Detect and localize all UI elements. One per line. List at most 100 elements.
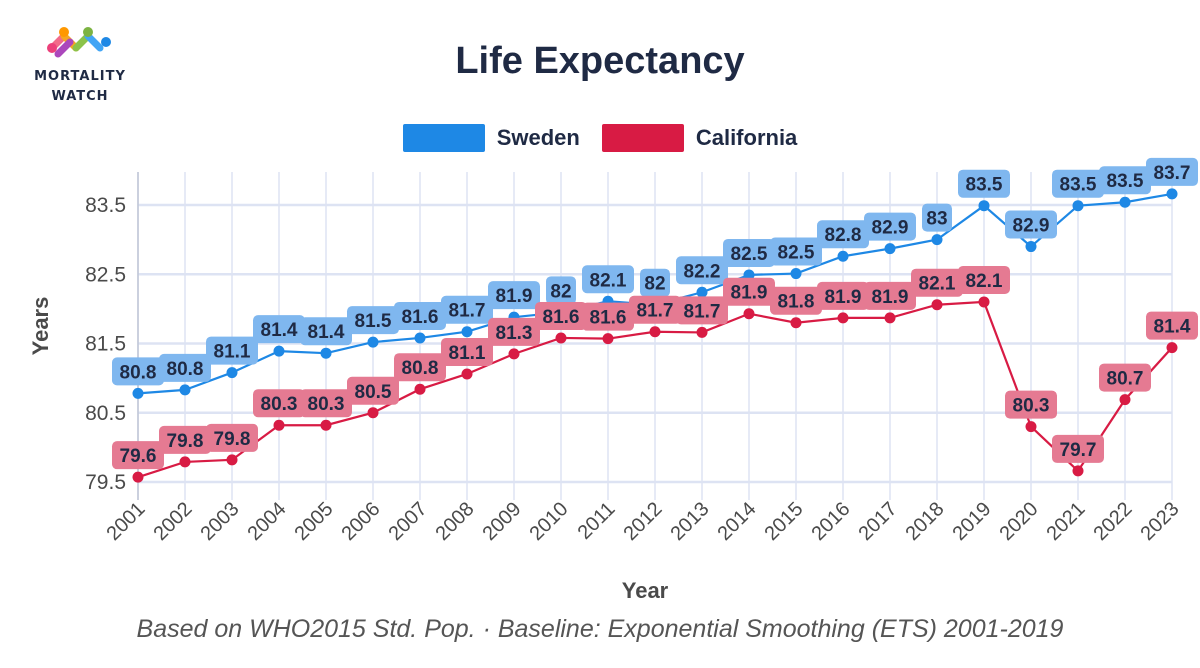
data-label-box-california	[817, 281, 869, 310]
data-label-box-sweden	[676, 256, 728, 285]
legend-label-sweden: Sweden	[496, 125, 580, 150]
legend-item-sweden[interactable]: Sweden	[402, 124, 580, 152]
data-point-sweden	[461, 326, 473, 338]
data-label-box-california	[1052, 434, 1104, 463]
data-point-california	[273, 419, 285, 431]
x-axis-title: Year	[622, 578, 669, 603]
x-tick-label: 2018	[902, 498, 949, 545]
x-tick-label: 2010	[526, 498, 573, 545]
data-point-california	[837, 312, 849, 324]
data-point-california	[461, 368, 473, 380]
data-label-california: 81.9	[872, 287, 909, 308]
data-point-california	[1025, 421, 1037, 433]
y-tick-label: 82.5	[85, 263, 126, 286]
data-label-california: 80.7	[1107, 369, 1144, 390]
data-label-sweden: 81.6	[402, 307, 439, 328]
data-label-sweden: 83.7	[1154, 163, 1191, 184]
data-point-sweden	[273, 345, 285, 357]
data-label-california: 81.8	[778, 292, 815, 313]
data-label-box-california	[958, 265, 1010, 294]
data-label-sweden: 81.9	[496, 286, 533, 307]
data-label-box-sweden	[300, 317, 352, 346]
data-label-box-sweden	[817, 220, 869, 249]
x-tick-label: 2004	[244, 498, 291, 545]
data-label-sweden: 82.9	[1013, 216, 1050, 237]
data-label-california: 81.4	[1154, 317, 1191, 338]
data-label-california: 81.9	[825, 287, 862, 308]
data-label-box-california	[1146, 311, 1198, 340]
x-tick-label: 2016	[808, 498, 855, 545]
data-label-box-california	[394, 353, 446, 382]
x-tick-label: 2015	[761, 498, 808, 545]
data-point-sweden	[743, 269, 755, 281]
data-label-sweden: 81.5	[355, 311, 392, 332]
data-point-california	[132, 471, 144, 483]
data-point-california	[1119, 394, 1131, 406]
data-label-california: 79.8	[167, 431, 204, 452]
data-label-california: 82.1	[966, 271, 1003, 292]
logo-mark	[47, 27, 111, 58]
data-label-box-california	[676, 296, 728, 325]
data-label-box-sweden	[723, 238, 775, 267]
x-tick-label: 2007	[385, 498, 432, 545]
x-tick-label: 2003	[197, 498, 244, 545]
logo-text-line1: MORTALITY	[34, 69, 126, 84]
x-tick-label: 2020	[996, 498, 1043, 545]
data-point-california	[226, 454, 238, 466]
data-label-california: 81.7	[684, 301, 721, 322]
data-label-box-sweden	[922, 203, 952, 232]
data-label-box-sweden	[1099, 166, 1151, 195]
x-tick-label: 2008	[432, 498, 479, 545]
data-label-box-sweden	[394, 301, 446, 330]
data-label-box-sweden	[206, 336, 258, 365]
data-label-box-california	[112, 441, 164, 470]
data-point-california	[414, 383, 426, 395]
data-label-box-sweden	[640, 268, 670, 297]
data-label-box-california	[770, 286, 822, 315]
data-point-sweden	[696, 286, 708, 298]
data-label-box-sweden	[112, 357, 164, 386]
data-label-box-california	[582, 302, 634, 331]
x-tick-label: 2023	[1137, 498, 1184, 545]
data-label-box-sweden	[1052, 169, 1104, 198]
data-label-california: 81.1	[449, 343, 486, 364]
data-point-sweden	[978, 200, 990, 212]
data-label-sweden: 82.5	[778, 243, 815, 264]
data-label-sweden: 80.8	[167, 359, 204, 380]
data-label-box-california	[206, 423, 258, 452]
data-label-sweden: 83.5	[1060, 175, 1097, 196]
data-label-box-california	[911, 268, 963, 297]
data-label-box-sweden	[347, 306, 399, 335]
data-label-box-california	[723, 277, 775, 306]
data-label-box-california	[1099, 363, 1151, 392]
data-label-sweden: 82.9	[872, 218, 909, 239]
x-tick-label: 2013	[667, 498, 714, 545]
data-point-california	[602, 333, 614, 345]
data-label-box-sweden	[1005, 210, 1057, 239]
y-tick-label: 79.5	[85, 471, 126, 494]
data-point-sweden	[1119, 196, 1131, 208]
y-axis-title: Years	[28, 297, 53, 356]
x-tick-label: 2001	[103, 498, 150, 545]
data-point-california	[1072, 465, 1084, 477]
data-label-sweden: 82.8	[825, 225, 862, 246]
data-label-box-sweden	[253, 315, 305, 344]
logo-graphic: MORTALITY WATCH	[34, 27, 126, 104]
data-point-california	[1166, 342, 1178, 354]
data-label-california: 80.3	[261, 394, 298, 415]
data-label-box-california	[347, 376, 399, 405]
data-point-california	[320, 419, 332, 431]
x-tick-label: 2002	[150, 498, 197, 545]
data-point-california	[367, 407, 379, 419]
x-tick-label: 2019	[949, 498, 996, 545]
data-label-california: 79.7	[1060, 440, 1097, 461]
x-tick-label: 2017	[855, 498, 902, 545]
legend-item-california[interactable]: California	[601, 124, 797, 152]
data-label-box-california	[253, 389, 305, 418]
chart-caption: Based on WHO2015 Std. Pop. · Baseline: E…	[136, 615, 1064, 643]
data-point-california	[696, 326, 708, 338]
data-label-california: 81.3	[496, 323, 533, 344]
y-tick-label: 80.5	[85, 402, 126, 425]
data-point-california	[884, 312, 896, 324]
data-label-box-california	[300, 389, 352, 418]
